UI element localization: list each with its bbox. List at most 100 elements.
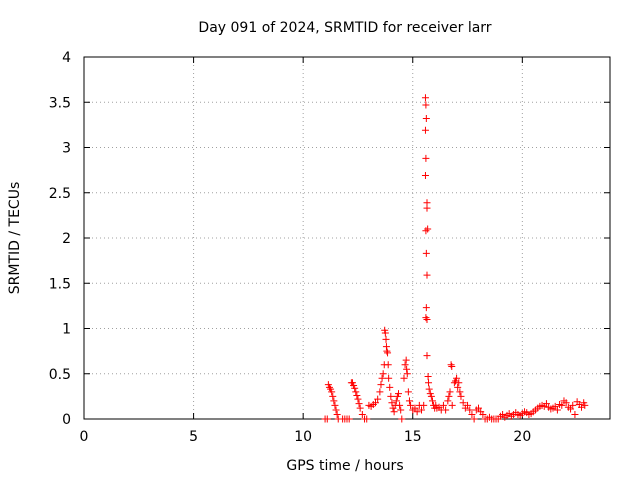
data-point [425,385,433,393]
data-point [423,352,431,360]
data-point [454,383,462,391]
x-axis-label: GPS time / hours [286,458,403,474]
data-point [411,404,419,412]
y-tick-label: 3.5 [49,95,71,111]
data-point [330,397,338,405]
x-tick-label: 5 [189,429,198,445]
data-point [420,401,428,409]
data-point [358,410,366,418]
data-point [423,204,431,212]
data-points [321,94,589,423]
y-tick-label: 2.5 [49,186,71,202]
grid-layer [84,57,610,419]
data-point [363,415,371,423]
data-point [422,304,430,312]
data-point [562,399,570,407]
data-point [439,401,447,409]
data-point [385,374,393,382]
data-point [353,391,361,399]
data-point [422,227,430,235]
data-point [422,115,430,123]
data-point [331,401,339,409]
data-point [403,365,411,373]
data-point [459,399,467,407]
data-point [464,401,472,409]
data-point [332,406,340,414]
data-point [571,410,579,418]
data-point [374,395,382,403]
axis-ticks: 0 5 10 15 20 0 0.5 1 1.5 2 2.5 3 3.5 4 [49,50,610,445]
data-point [447,361,455,369]
data-point [423,271,431,279]
y-axis-label: SRMTID / TECUs [7,182,23,295]
x-tick-label: 15 [404,429,422,445]
data-point [378,374,386,382]
data-point [442,406,450,414]
y-tick-label: 1.5 [49,276,71,292]
data-point [328,388,336,396]
data-point [581,401,589,409]
data-point [392,397,400,405]
data-point [384,361,392,369]
data-point [444,397,452,405]
data-point [551,402,559,410]
data-point [424,372,432,380]
data-point [466,406,474,414]
data-point [401,361,409,369]
data-point [325,383,333,391]
data-point [475,404,482,412]
data-point [569,401,577,409]
data-point [479,410,487,418]
data-point [352,388,360,396]
y-tick-label: 2 [62,231,71,247]
data-point [404,388,412,396]
data-point [470,415,478,423]
data-point [398,415,406,423]
data-point [422,314,430,322]
y-tick-label: 1 [62,322,71,338]
data-point [323,415,331,423]
data-point [421,126,429,134]
data-point [351,384,359,392]
data-point [355,400,363,408]
data-point [397,406,405,414]
y-tick-label: 0 [62,412,71,428]
data-point [371,399,379,407]
data-point [396,401,404,409]
y-tick-label: 3 [62,141,71,157]
data-point [356,404,364,412]
data-point [407,401,415,409]
x-tick-label: 10 [294,429,312,445]
data-point [376,388,384,396]
data-point [418,406,426,414]
data-point [333,410,341,418]
data-point [424,225,432,233]
data-point [413,408,421,416]
data-point [405,397,413,405]
data-point [403,370,411,378]
data-point [381,329,389,337]
data-point [387,392,395,400]
data-point [377,381,385,389]
data-point [402,356,410,364]
y-tick-label: 4 [62,50,71,66]
data-point [567,405,575,413]
y-tick-label: 0.5 [49,367,71,383]
data-point [421,94,429,102]
data-point [428,397,436,405]
data-point [456,388,464,396]
data-point [345,415,353,423]
data-point [448,363,456,371]
data-point [453,374,461,382]
chart-title: Day 091 of 2024, SRMTID for receiver lar… [198,20,491,36]
data-point [422,249,430,257]
data-point [455,379,463,387]
data-point [423,315,431,323]
data-point [445,392,453,400]
data-point [448,401,456,409]
data-point [558,401,566,409]
data-point [422,154,430,162]
data-point [446,388,454,396]
data-point [384,349,392,357]
data-point [383,347,391,355]
